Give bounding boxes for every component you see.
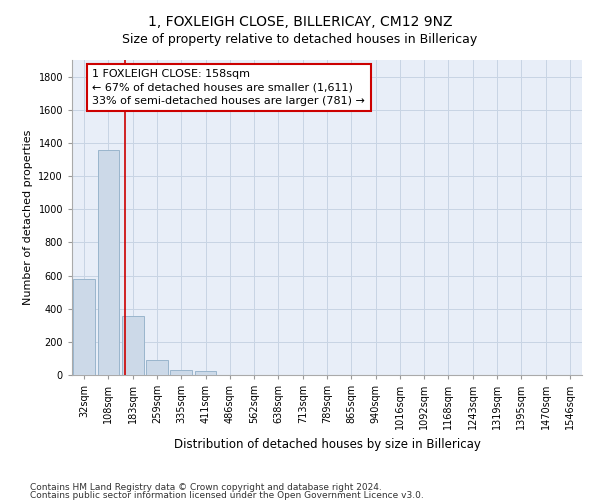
Bar (170, 370, 192, 375)
Bar (194, 372, 217, 375)
Text: 1 FOXLEIGH CLOSE: 158sqm
← 67% of detached houses are smaller (1,611)
33% of sem: 1 FOXLEIGH CLOSE: 158sqm ← 67% of detach… (92, 70, 365, 106)
Y-axis label: Number of detached properties: Number of detached properties (23, 130, 33, 305)
Bar (122, 316, 143, 375)
Text: 1, FOXLEIGH CLOSE, BILLERICAY, CM12 9NZ: 1, FOXLEIGH CLOSE, BILLERICAY, CM12 9NZ (148, 15, 452, 29)
Bar (73, 279, 95, 375)
Text: Contains HM Land Registry data © Crown copyright and database right 2024.: Contains HM Land Registry data © Crown c… (30, 484, 382, 492)
Text: Size of property relative to detached houses in Billericay: Size of property relative to detached ho… (122, 32, 478, 46)
Text: Contains public sector information licensed under the Open Government Licence v3: Contains public sector information licen… (30, 490, 424, 500)
X-axis label: Distribution of detached houses by size in Billericay: Distribution of detached houses by size … (173, 438, 481, 450)
Bar (146, 360, 168, 375)
Bar (97, 150, 119, 375)
